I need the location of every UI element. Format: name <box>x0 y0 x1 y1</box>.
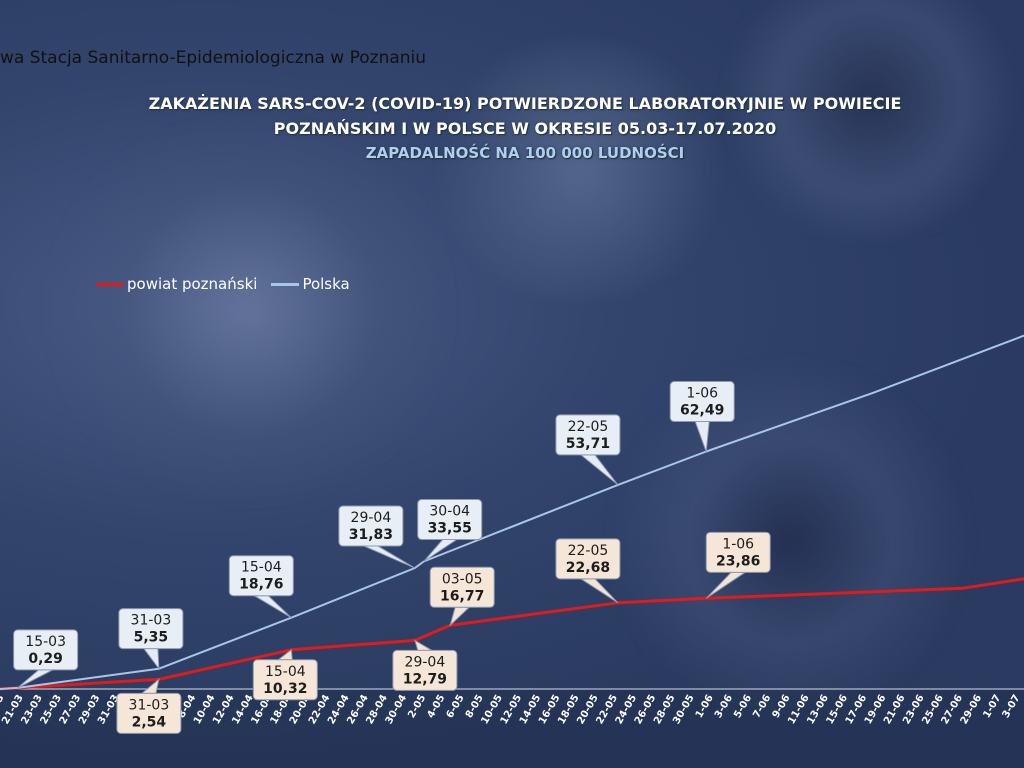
callout-value-label: 22,68 <box>566 560 610 576</box>
callout-date-label: 03-05 <box>442 571 483 587</box>
callout-pointer <box>579 454 619 486</box>
callout-date-label: 22-05 <box>568 419 609 435</box>
callout-value-label: 62,49 <box>680 403 724 419</box>
legend-label-powiat: powiat poznański <box>127 275 258 293</box>
callout-pointer <box>363 545 416 569</box>
series-line-polska <box>0 334 1024 690</box>
background-highlight <box>420 40 740 300</box>
callout-date-label: 29-04 <box>351 510 392 526</box>
callout-box <box>669 381 735 423</box>
virus-image-bottom-right <box>610 360 970 720</box>
legend-swatch-polska <box>271 282 300 286</box>
callout-date-label: 22-05 <box>568 543 609 559</box>
callout-value-label: 2,54 <box>132 714 167 730</box>
callout-box <box>555 414 621 456</box>
chart-subtitle: ZAPADALNOŚĆ NA 100 000 LUDNOŚCI <box>365 144 685 162</box>
chart-title-line1: ZAKAŻENIA SARS-COV-2 (COVID-19) POTWIERD… <box>148 94 902 113</box>
chart-title-line2: POZNAŃSKIM I W POLSCE W OKRESIE 05.03-17… <box>273 119 777 138</box>
callout-date-label: 15-03 <box>25 634 66 650</box>
callout-box <box>392 649 458 691</box>
callout-date-label: 15-04 <box>265 664 306 680</box>
legend-label-polska: Polska <box>302 275 350 293</box>
legend-item-powiat: powiat poznański <box>96 275 257 293</box>
callout-box <box>116 692 182 734</box>
callout-box <box>118 608 184 650</box>
callout-date-label: 31-03 <box>129 697 170 713</box>
chart-legend: powiat poznański Polska <box>96 274 364 294</box>
callout-box <box>555 538 621 580</box>
callout-box <box>429 566 495 608</box>
callout-powiat-31-03: 31-032,54 <box>116 678 182 734</box>
callout-box <box>705 531 771 573</box>
callout-box <box>13 629 79 671</box>
callout-polska-31-03: 31-035,35 <box>118 608 184 671</box>
callout-box <box>252 659 318 701</box>
callout-value-label: 53,71 <box>566 436 610 452</box>
callout-value-label: 31,83 <box>349 527 393 543</box>
callout-value-label: 10,32 <box>263 681 307 697</box>
callout-value-label: 16,77 <box>440 588 484 604</box>
callout-pointer <box>705 571 747 599</box>
series-line-powiat <box>0 577 1024 691</box>
callout-box <box>338 505 404 547</box>
callout-pointer <box>142 648 160 671</box>
callout-pointer <box>694 421 710 452</box>
callout-value-label: 23,86 <box>716 553 760 569</box>
virus-image-top-right <box>720 0 1020 240</box>
callout-date-label: 30-04 <box>429 504 470 520</box>
callout-box <box>417 499 483 541</box>
callout-value-label: 18,76 <box>239 577 283 593</box>
callout-date-label: 29-04 <box>405 654 446 670</box>
callout-polska-15-03: 15-030,29 <box>13 629 79 689</box>
callout-pointer <box>579 578 619 604</box>
callout-date-label: 15-04 <box>241 560 282 576</box>
organization-name: wa Stacja Sanitarno-Epidemiologiczna w P… <box>0 48 427 68</box>
callout-value-label: 12,79 <box>403 671 447 687</box>
callout-value-label: 0,29 <box>28 651 63 667</box>
legend-swatch-powiat <box>96 282 124 286</box>
virus-image-left <box>40 120 460 500</box>
callout-pointer <box>252 595 292 619</box>
callout-value-label: 5,35 <box>134 630 169 646</box>
callout-pointer <box>414 639 434 651</box>
callout-date-label: 1-06 <box>686 386 718 402</box>
legend-item-polska: Polska <box>271 275 350 293</box>
callout-value-label: 33,55 <box>428 521 472 537</box>
callout-date-label: 31-03 <box>131 613 172 629</box>
callout-box <box>228 555 294 597</box>
callout-date-label: 1-06 <box>722 536 754 552</box>
